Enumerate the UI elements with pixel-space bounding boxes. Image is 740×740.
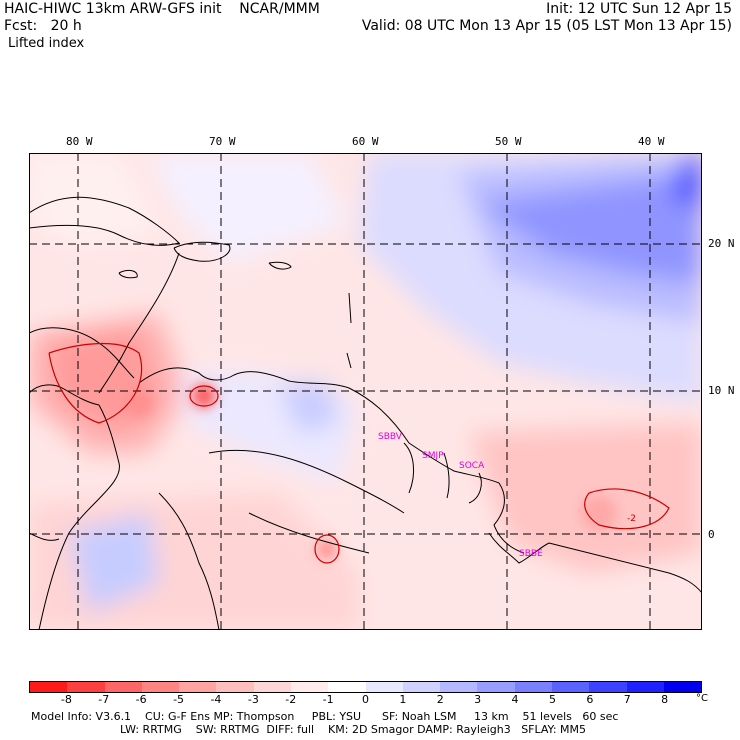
station-sbbe: SBBE [519,549,543,559]
guyana-border [403,442,415,494]
contour-venezuela [189,385,219,407]
ecuador-coast [29,532,60,541]
colorbar-bin [589,682,627,692]
colorbar-tick-label: -8 [60,693,72,706]
lon-label-60w: 60 W [352,135,379,148]
colorbar-tick-label: 1 [399,693,407,706]
colorbar [29,681,702,693]
lesser-antilles [346,292,352,369]
colorbar-tick-label: 8 [661,693,669,706]
colorbar-tick-label: -6 [135,693,147,706]
colorbar-bin [30,682,68,692]
colorbar-tick-label: 6 [586,693,594,706]
colorbar-tick-label: -2 [285,693,297,706]
colorbar-tick-label: 5 [548,693,556,706]
model-title: HAIC-HIWC 13km ARW-GFS init NCAR/MMM [4,1,320,17]
lon-label-50w: 50 W [495,135,522,148]
field-hotspots [125,384,617,559]
coastlines [29,196,702,630]
colorbar-bin [141,682,180,692]
panama-coast [29,384,100,406]
contour-central-america [48,343,143,424]
colorbar-tick-label: 3 [474,693,482,706]
hispaniola-coast [173,241,231,262]
colorbar-bin [179,682,217,692]
colorbar-bin [365,682,403,692]
colorbar-bin [477,682,515,692]
station-sbbv: SBBV [378,432,403,442]
station-soca: SOCA [459,461,485,471]
colorbar-bin [104,682,142,692]
colorbar-tick-label: -1 [322,693,334,706]
model-info-line-1: Model Info: V3.6.1 CU: G-F Ens MP: Thomp… [31,710,619,723]
colorbar-tick-label: 0 [362,693,369,706]
colorbar-bin [216,682,254,692]
colorbar-bin [663,682,702,692]
colorbar-tick-label: -3 [247,693,259,706]
amazon-delta-coast [488,532,550,564]
suriname-border [443,452,450,499]
map-frame [29,153,702,630]
andes-border [158,492,220,630]
colorbar-bin [253,682,291,692]
station-smjp: SMJP [422,451,444,461]
colombia-pacific-coast [38,404,120,630]
french-guiana-border [468,472,482,504]
colorbar-bin [626,682,664,692]
colorbar-bin [402,682,441,692]
colorbar-tick-label: -4 [210,693,222,706]
init-time: Init: 12 UTC Sun 12 Apr 15 [546,1,732,17]
jamaica-coast [118,269,138,279]
brazil-north-coast [548,542,702,594]
contour-east [584,488,670,530]
lat-label-10n: 10 N [708,384,735,397]
colorbar-bin [551,682,590,692]
lifted-index-map: SBBV SMJP SOCA SBBE -2 [29,153,702,630]
inner-border [248,512,370,554]
model-info-line-2: LW: RRTMG SW: RRTMG DIFF: full KM: 2D Sm… [120,723,586,736]
colorbar-bin [440,682,478,692]
lon-label-80w: 80 W [66,135,93,148]
contour-brazil [314,534,340,564]
colorbar-unit: °C [696,693,708,704]
cuba-coast [29,196,180,246]
colorbar-tick-label: 4 [511,693,519,706]
colorbar-bin [67,682,105,692]
contours [48,343,670,564]
graticule [29,153,702,630]
lon-label-70w: 70 W [209,135,236,148]
south-america-north-coast [138,367,525,554]
valid-time: Valid: 08 UTC Mon 13 Apr 15 (05 LST Mon … [361,18,732,34]
colorbar-bin [290,682,329,692]
colorbar-tick-label: -7 [98,693,110,706]
map-svg: SBBV SMJP SOCA SBBE -2 [29,153,702,630]
colorbar-bin [328,682,366,692]
contour-value-label: -2 [627,514,636,524]
colorbar-tick-label: 7 [623,693,631,706]
central-america-coast [98,252,180,394]
station-labels: SBBV SMJP SOCA SBBE [378,432,543,559]
colorbar-tick-label: 2 [436,693,444,706]
field-name: Lifted index [8,36,85,51]
honduras-nicaragua-coast [29,327,135,379]
venezuela-brazil-border [208,449,405,514]
colorbar-bin [514,682,552,692]
colorbar-tick-label: -5 [173,693,185,706]
puerto-rico-coast [268,261,292,270]
forecast-hour: Fcst: 20 h [4,18,82,34]
lat-label-20n: 20 N [708,237,735,250]
lat-label-equator: 0 [708,528,715,541]
lon-label-40w: 40 W [638,135,665,148]
